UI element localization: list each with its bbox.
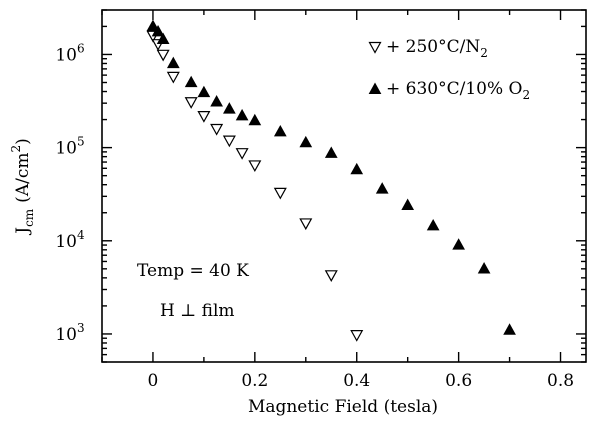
data-point-series-2 bbox=[375, 182, 389, 194]
data-point-series-1 bbox=[197, 110, 211, 123]
x-axis-title: Magnetic Field (tesla) bbox=[248, 397, 438, 417]
x-tick-label: 0.6 bbox=[445, 371, 472, 391]
data-point-series-1 bbox=[235, 148, 249, 160]
data-points bbox=[146, 19, 516, 342]
legend-label-series-1: + 250°C/N2 bbox=[386, 37, 488, 60]
data-point-series-2 bbox=[151, 25, 165, 37]
data-point-series-2 bbox=[223, 102, 236, 114]
data-point-series-2 bbox=[197, 85, 211, 98]
data-point-series-2 bbox=[184, 75, 198, 88]
data-point-series-2 bbox=[452, 238, 465, 250]
annotation-temperature: Temp = 40 K bbox=[137, 261, 249, 281]
data-point-series-1 bbox=[248, 160, 262, 173]
data-point-series-2 bbox=[166, 56, 180, 69]
y-tick-label: 103 bbox=[55, 321, 84, 345]
y-tick-labels: 103 104 105 106 bbox=[55, 41, 85, 345]
data-point-series-1 bbox=[222, 135, 236, 148]
data-point-series-1 bbox=[299, 218, 313, 231]
x-tick-label: 0.2 bbox=[241, 371, 268, 391]
plot-frame bbox=[101, 9, 587, 363]
legend-label-series-2: + 630°C/10% O2 bbox=[386, 79, 530, 102]
data-point-series-2 bbox=[426, 218, 440, 231]
data-point-series-2 bbox=[299, 135, 313, 148]
data-point-series-2 bbox=[324, 146, 338, 158]
annotation-field-orientation: H ⊥ film bbox=[160, 301, 235, 321]
data-point-series-1 bbox=[324, 270, 338, 282]
legend-marker-filled-triangle bbox=[368, 82, 382, 94]
x-tick-label: 0.8 bbox=[547, 371, 574, 391]
x-tick-label: 0 bbox=[148, 371, 159, 391]
legend-marker-open-triangle bbox=[368, 41, 382, 54]
legend-entry-series-2: + 630°C/10% O2 bbox=[368, 79, 530, 102]
data-point-series-1 bbox=[273, 187, 287, 200]
y-axis-title: Jcm(A/cm2) bbox=[9, 138, 36, 236]
y-tick-label: 104 bbox=[55, 228, 85, 252]
data-point-series-2 bbox=[503, 323, 516, 335]
data-point-series-2 bbox=[210, 95, 223, 107]
y-tick-label: 105 bbox=[55, 135, 84, 159]
axis-ticks bbox=[101, 9, 586, 363]
x-tick-labels: 0 0.2 0.4 0.6 0.8 bbox=[148, 371, 575, 391]
data-point-series-1 bbox=[350, 330, 364, 342]
data-point-series-2 bbox=[350, 162, 364, 175]
data-point-series-2 bbox=[146, 19, 160, 32]
data-point-series-2 bbox=[248, 113, 262, 126]
data-point-series-2 bbox=[273, 124, 287, 137]
data-point-series-2 bbox=[401, 198, 415, 210]
data-point-series-2 bbox=[235, 108, 249, 121]
data-point-series-2 bbox=[477, 262, 491, 274]
legend-entry-series-1: + 250°C/N2 bbox=[368, 37, 488, 60]
data-point-series-1 bbox=[156, 49, 170, 62]
data-point-series-1 bbox=[184, 97, 198, 109]
legend: + 250°C/N2 + 630°C/10% O2 bbox=[368, 37, 530, 102]
data-point-series-1 bbox=[166, 71, 180, 84]
data-point-series-2 bbox=[156, 32, 170, 45]
y-tick-label: 106 bbox=[55, 41, 84, 65]
x-tick-label: 0.4 bbox=[343, 371, 370, 391]
data-point-series-1 bbox=[210, 123, 224, 136]
